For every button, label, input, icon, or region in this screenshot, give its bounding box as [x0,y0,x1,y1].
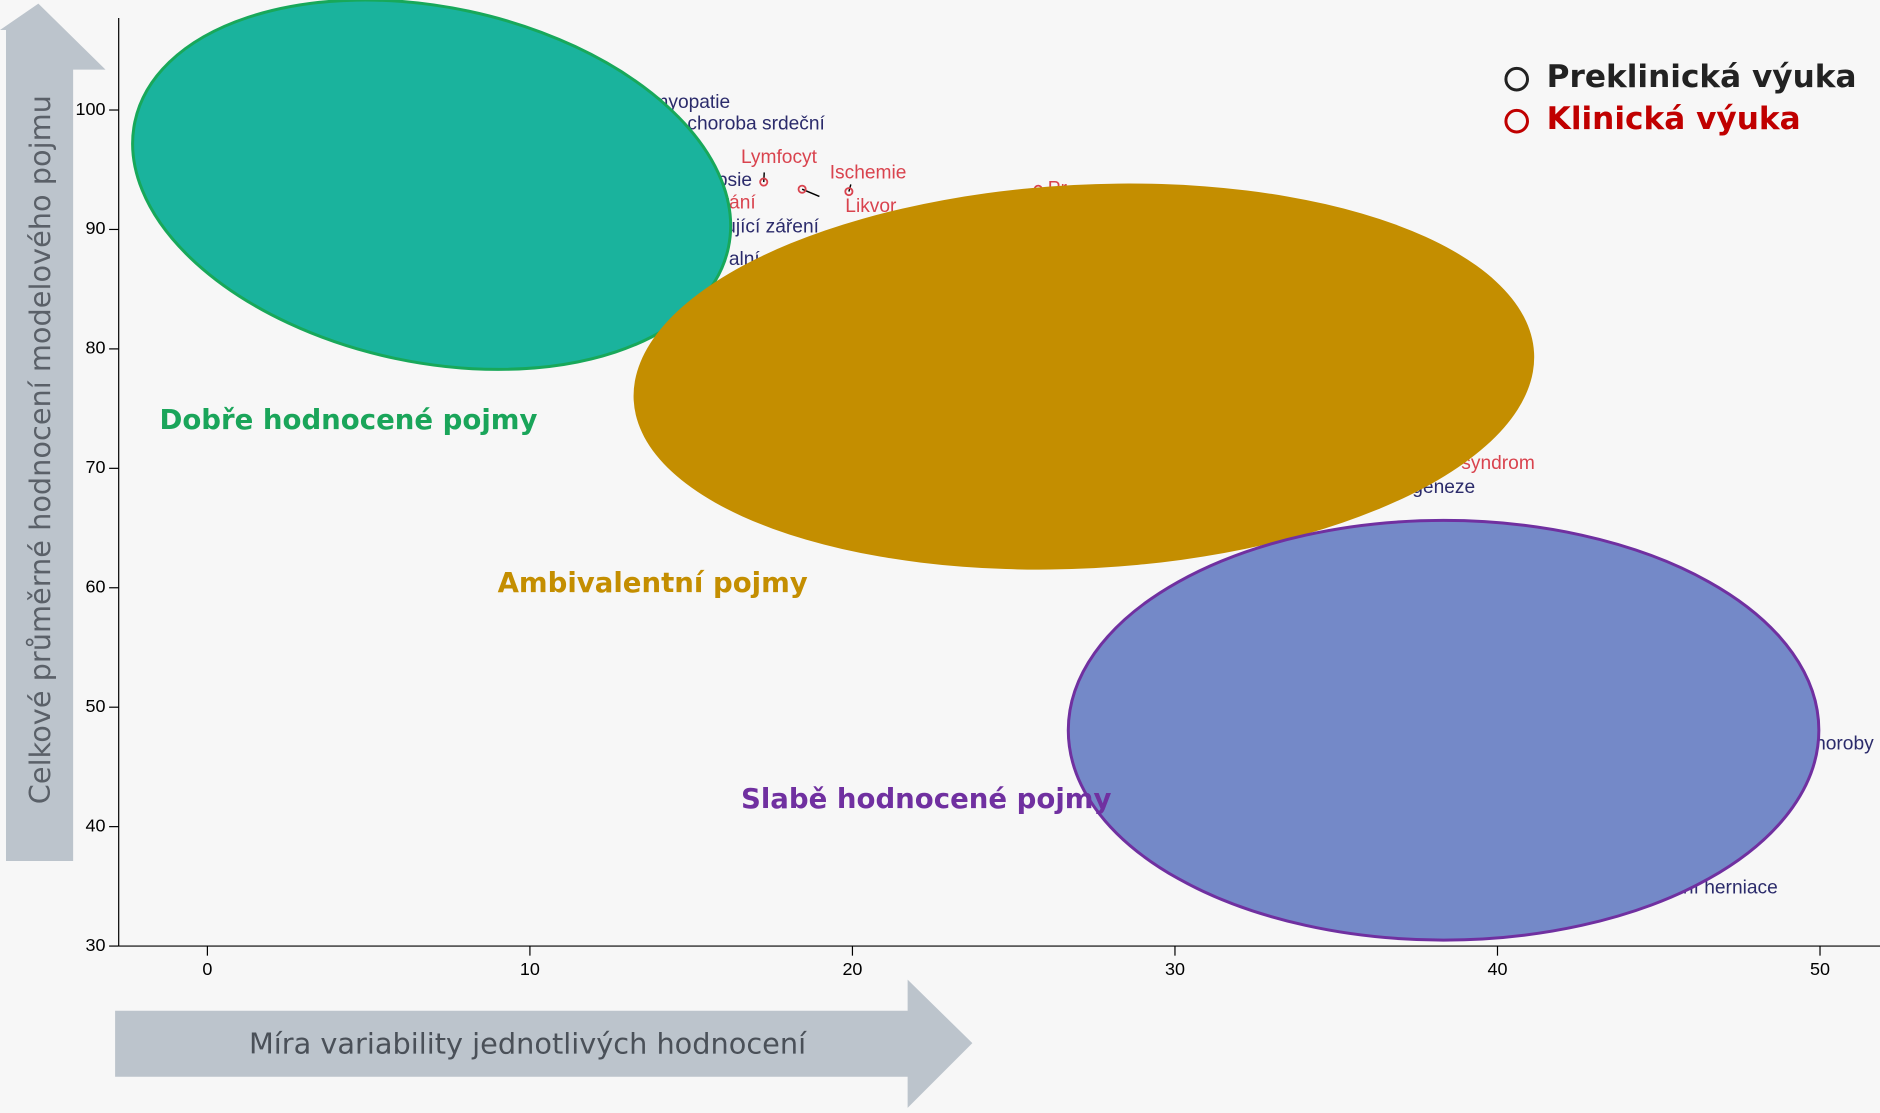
y-tick-label: 30 [86,935,106,955]
x-axis-label: Míra variability jednotlivých hodnocení [249,1027,807,1061]
legend-label: Klinická výuka [1547,101,1801,137]
x-tick-label: 40 [1487,959,1507,979]
x-tick-label: 50 [1810,959,1830,979]
cluster-label: Dobře hodnocené pojmy [159,403,537,436]
legend-label: Preklinická výuka [1547,59,1857,95]
y-tick-label: 90 [86,218,106,238]
point-label: Lymfocyt [741,147,818,168]
x-tick-label: 30 [1165,959,1185,979]
y-tick-label: 70 [86,457,106,477]
y-tick-label: 40 [86,815,106,835]
cluster-label: Ambivalentní pojmy [498,566,808,599]
x-tick-label: 0 [202,959,212,979]
x-tick-label: 10 [520,959,540,979]
y-tick-label: 60 [86,577,106,597]
cluster-label: Slabě hodnocené pojmy [741,782,1112,815]
cluster-ellipse [1068,520,1819,940]
y-tick-label: 100 [76,99,106,119]
point-label: á choroba srdeční [671,113,825,134]
point-label: horoby [1815,734,1874,755]
y-tick-label: 80 [86,338,106,358]
y-axis-label: Celkové průměrné hodnocení modelového po… [23,95,57,804]
point-label: Ischemie [830,163,907,184]
x-tick-label: 20 [842,959,862,979]
y-tick-label: 50 [86,696,106,716]
